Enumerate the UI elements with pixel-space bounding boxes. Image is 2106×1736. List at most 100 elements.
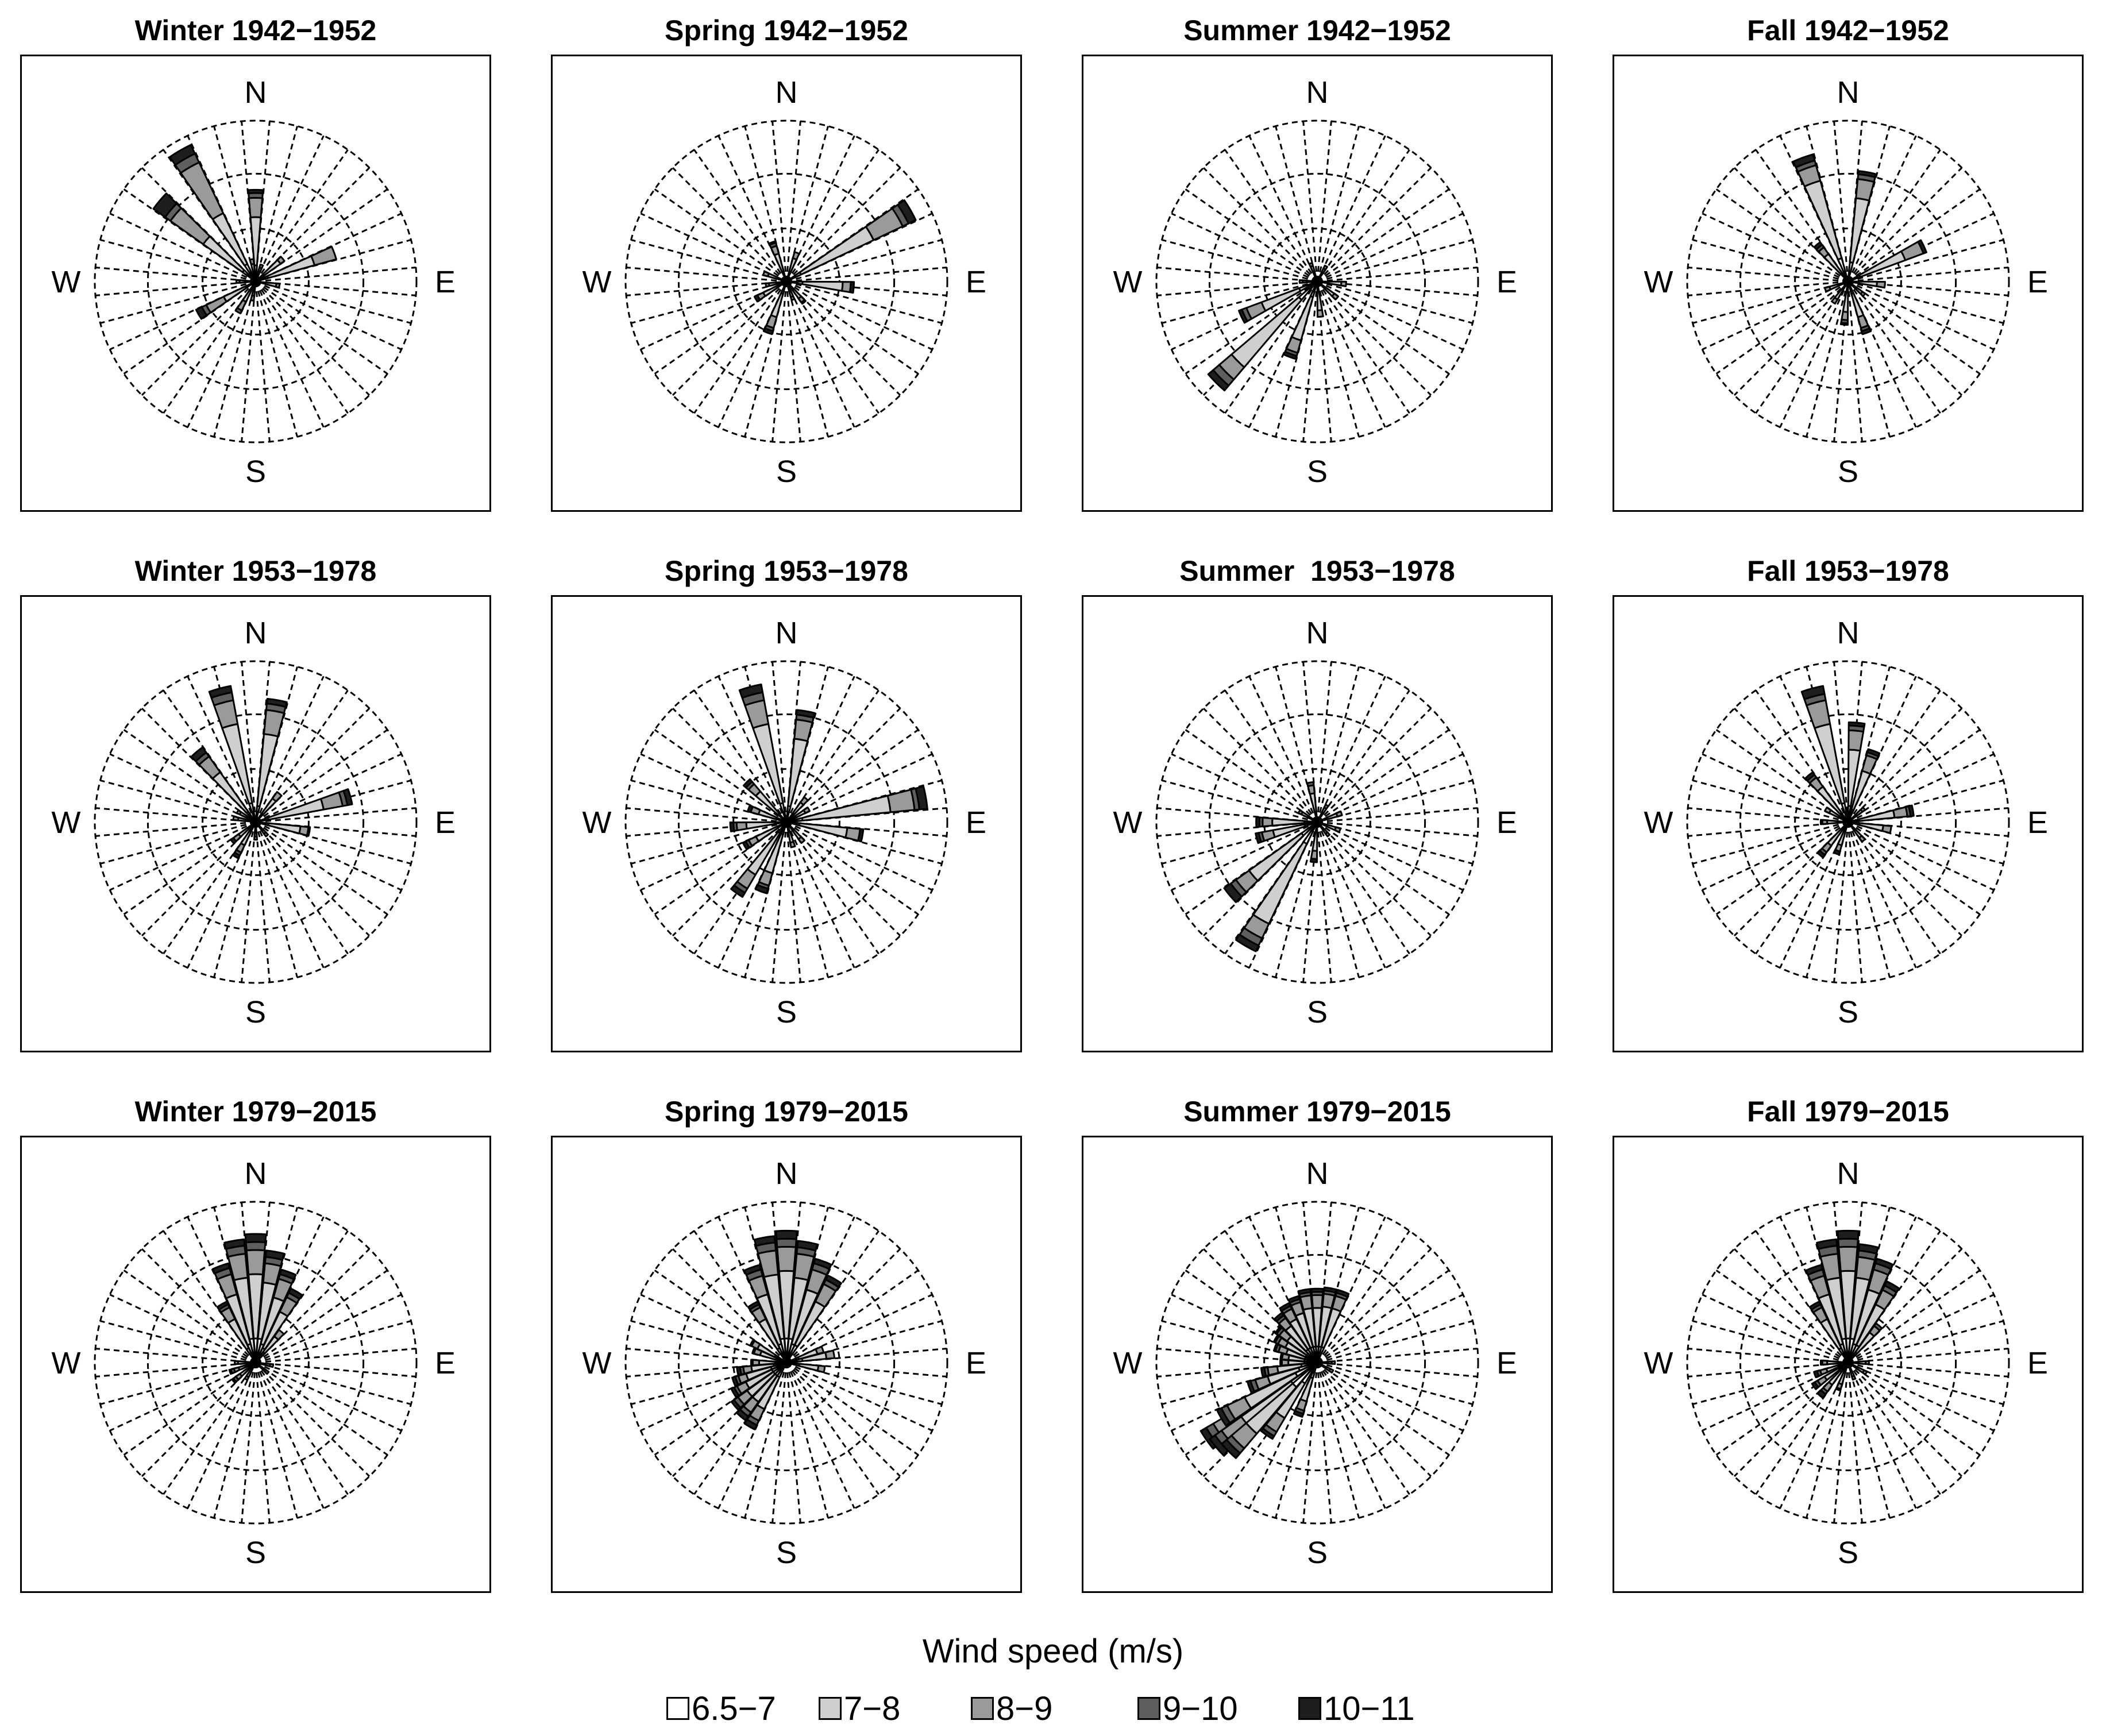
- grid-spoke: [786, 821, 933, 891]
- grid-spoke: [785, 167, 901, 283]
- petal-segment: [753, 1235, 776, 1247]
- petal-segment: [801, 280, 844, 292]
- petal-segment: [1335, 810, 1343, 817]
- petal-segment: [1331, 292, 1340, 300]
- grid-spoke: [785, 1362, 829, 1518]
- grid-spoke: [95, 821, 256, 837]
- grid-spoke: [1847, 676, 1917, 823]
- grid-spoke: [1806, 281, 1849, 437]
- grid-spoke: [672, 707, 788, 823]
- grid-spoke: [1317, 188, 1450, 283]
- grid-ring: [1686, 119, 2010, 443]
- grid-spoke: [1692, 1320, 1849, 1364]
- grid-spoke: [1847, 1248, 1963, 1364]
- grid-ring: [1739, 1253, 1957, 1472]
- grid-ring: [1155, 660, 1479, 984]
- petal-segment: [208, 685, 233, 699]
- grid-spoke: [786, 280, 947, 296]
- grid-spoke: [1185, 188, 1318, 283]
- compass-label-n: N: [245, 1156, 267, 1191]
- grid-spoke: [1847, 281, 1863, 442]
- grid-spoke: [654, 188, 787, 283]
- petal-segment: [729, 821, 735, 832]
- grid-spoke: [1755, 821, 1849, 955]
- petal-segment: [1813, 241, 1823, 250]
- grid-spoke: [254, 676, 325, 823]
- grid-spoke: [254, 281, 325, 428]
- compass-label-n: N: [1306, 1156, 1329, 1191]
- grid-spoke: [1317, 280, 1473, 324]
- compass-label-n: N: [776, 1156, 798, 1191]
- grid-spoke: [1171, 753, 1318, 823]
- grid-spoke: [1847, 1362, 1891, 1518]
- petal-segment: [1255, 816, 1261, 828]
- grid-spoke: [95, 807, 256, 823]
- grid-spoke: [255, 821, 402, 891]
- grid-spoke: [1847, 267, 2009, 283]
- grid-spoke: [241, 661, 257, 823]
- grid-spoke: [654, 1270, 787, 1364]
- grid-spoke: [1833, 1362, 1849, 1523]
- grid-spoke: [1702, 1294, 1849, 1364]
- grid-spoke: [693, 149, 788, 282]
- petal-segment: [1297, 809, 1304, 816]
- panel-title: Spring 1953−1978: [665, 555, 908, 587]
- grid-spoke: [1185, 1270, 1318, 1364]
- grid-spoke: [1316, 707, 1432, 823]
- grid-spoke: [254, 1248, 371, 1364]
- petal-segment: [1838, 1245, 1858, 1272]
- petal-segment: [1805, 1264, 1823, 1276]
- petal-segment: [762, 327, 774, 335]
- grid-ring: [1208, 713, 1426, 931]
- grid-spoke: [1316, 689, 1410, 823]
- grid-spoke: [1847, 280, 2004, 324]
- petal-segment: [1335, 1289, 1350, 1298]
- panel-title: Spring 1979−2015: [665, 1095, 908, 1128]
- petal-segment: [1861, 1369, 1868, 1376]
- grid-spoke: [1317, 753, 1464, 823]
- petal-segment: [848, 281, 855, 294]
- grid-spoke: [785, 135, 855, 282]
- grid-spoke: [1847, 707, 1963, 823]
- grid-spoke: [1317, 267, 1478, 283]
- petal-segment: [310, 245, 337, 267]
- grid-spoke: [785, 707, 901, 823]
- grid-ring: [94, 1201, 418, 1525]
- petal-segment: [915, 785, 928, 811]
- grid-spoke: [1316, 1361, 1432, 1477]
- petal-segment: [244, 1233, 267, 1244]
- grid-spoke: [744, 1362, 788, 1518]
- grid-spoke: [1317, 821, 1464, 891]
- petal-segment: [1207, 369, 1230, 392]
- grid-ring: [677, 1253, 896, 1472]
- grid-spoke: [672, 1248, 788, 1364]
- grid-spoke: [1275, 126, 1318, 282]
- compass-label-n: N: [1837, 1156, 1860, 1191]
- petal-segment: [742, 840, 750, 851]
- grid-spoke: [1316, 281, 1332, 442]
- grid-spoke: [1162, 1320, 1318, 1364]
- grid-spoke: [672, 280, 788, 396]
- grid-spoke: [640, 1294, 787, 1364]
- petal-segment: [279, 1268, 297, 1280]
- polar-grid: [624, 660, 948, 984]
- petal-segment: [1283, 350, 1298, 360]
- petal-segment: [1816, 850, 1826, 859]
- compass-label-e: E: [2027, 265, 2048, 299]
- grid-spoke: [109, 1361, 256, 1432]
- grid-spoke: [1317, 1361, 1473, 1405]
- petal-segment: [789, 840, 796, 848]
- petal-segment: [234, 307, 243, 315]
- grid-spoke: [100, 780, 256, 823]
- grid-spoke: [1248, 1362, 1318, 1509]
- grid-spoke: [254, 1362, 325, 1509]
- panel-title: Spring 1942−1952: [665, 14, 908, 47]
- grid-spoke: [1687, 280, 1849, 296]
- grid-spoke: [1316, 1362, 1360, 1518]
- grid-spoke: [1302, 661, 1318, 823]
- grid-spoke: [1847, 1362, 1863, 1523]
- grid-spoke: [255, 1294, 402, 1364]
- grid-ring: [677, 713, 896, 931]
- grid-spoke: [1847, 135, 1917, 282]
- petal-segment: [1298, 279, 1304, 284]
